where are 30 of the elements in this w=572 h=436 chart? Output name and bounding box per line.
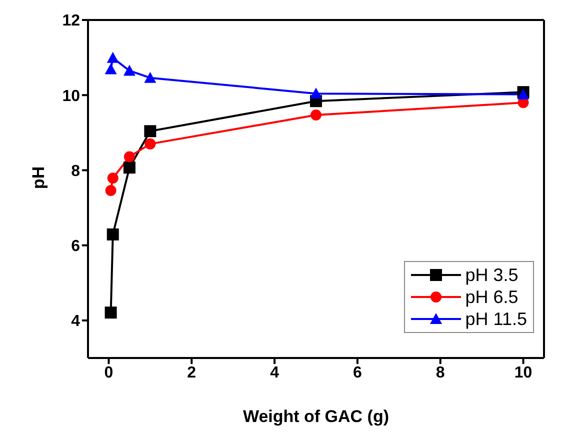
y-tick-label: 4 xyxy=(71,313,80,330)
x-axis-title: Weight of GAC (g) xyxy=(242,407,390,426)
y-axis-title: pH xyxy=(29,166,48,189)
legend-label: pH 3.5 xyxy=(465,264,518,286)
y-tick-label: 6 xyxy=(71,238,80,256)
point xyxy=(107,172,118,184)
point xyxy=(106,228,119,240)
y-tick-label: 10 xyxy=(62,88,80,105)
point xyxy=(104,306,117,319)
point xyxy=(144,125,156,138)
y-tick-label: 8 xyxy=(71,162,80,180)
point xyxy=(104,63,117,74)
y-tick-label: 12 xyxy=(62,12,80,30)
point xyxy=(123,162,136,174)
point xyxy=(105,185,116,196)
point xyxy=(106,52,119,63)
point xyxy=(144,138,156,150)
point xyxy=(310,88,322,99)
legend-label: pH 6.5 xyxy=(465,286,518,308)
x-tick-label: 0 xyxy=(104,364,114,382)
x-tick-label: 6 xyxy=(353,364,362,382)
point xyxy=(310,110,322,121)
point xyxy=(123,64,136,76)
x-tick-label: 10 xyxy=(514,364,532,382)
point xyxy=(124,151,135,162)
x-tick-label: 8 xyxy=(436,364,445,382)
legend-label: pH 11.5 xyxy=(465,308,527,330)
x-tick-label: 2 xyxy=(187,364,196,382)
point xyxy=(144,72,156,83)
x-tick-label: 4 xyxy=(270,364,280,382)
